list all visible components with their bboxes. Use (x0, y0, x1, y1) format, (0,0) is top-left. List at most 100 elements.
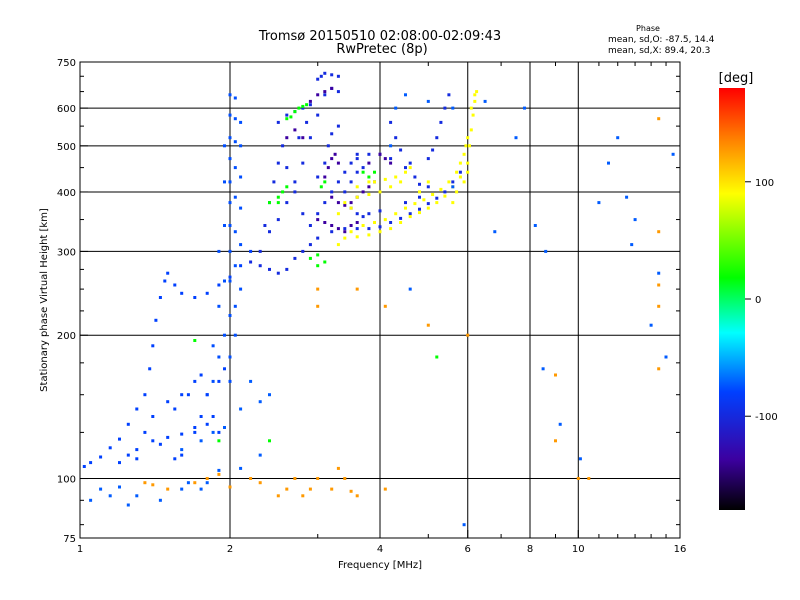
data-point (217, 468, 221, 472)
data-point (293, 477, 297, 480)
x-axis-label: Frequency [MHz] (338, 560, 422, 571)
data-point (148, 367, 152, 371)
data-point (151, 483, 155, 487)
data-point (657, 271, 661, 275)
data-point (301, 104, 305, 108)
data-point (173, 283, 177, 287)
data-point (330, 86, 334, 90)
data-point (451, 106, 455, 110)
data-point (378, 225, 382, 229)
data-point (349, 161, 353, 165)
data-point (228, 224, 232, 227)
data-point (233, 96, 237, 100)
data-point (383, 304, 387, 308)
data-point (217, 430, 221, 434)
y-tick-label: 300 (57, 247, 76, 258)
data-point (308, 487, 312, 491)
data-point (223, 279, 226, 283)
grid-lines (80, 62, 680, 538)
data-point (426, 99, 430, 103)
data-point (343, 236, 347, 240)
data-point (233, 140, 237, 144)
data-point (268, 230, 271, 234)
data-point (355, 227, 359, 231)
data-point (180, 393, 184, 397)
data-point (630, 243, 634, 247)
data-point (166, 435, 170, 439)
data-point (285, 136, 289, 140)
data-point (443, 190, 447, 194)
data-point (378, 230, 382, 234)
data-point (281, 144, 285, 148)
data-point (426, 202, 430, 206)
data-point (193, 379, 197, 383)
data-point (378, 209, 382, 213)
data-point (211, 430, 215, 434)
data-point (217, 472, 221, 476)
data-point (180, 448, 184, 452)
data-point (389, 144, 393, 148)
data-point (418, 182, 421, 186)
data-point (108, 494, 112, 498)
data-point (308, 136, 312, 140)
data-point (404, 93, 407, 97)
data-point (258, 249, 262, 253)
data-point (336, 90, 340, 94)
data-point (316, 113, 320, 117)
data-point (330, 224, 334, 227)
data-point (223, 180, 226, 184)
data-point (158, 442, 162, 446)
data-point (249, 249, 253, 253)
data-point (468, 144, 471, 148)
data-point (361, 170, 365, 174)
data-point (544, 249, 548, 253)
data-point (308, 256, 312, 260)
data-point (435, 201, 439, 205)
data-point (355, 212, 359, 216)
data-point (355, 170, 359, 174)
data-point (228, 355, 232, 359)
x-axis-ticks: 1 2 4 6 8 10 16 (77, 62, 686, 555)
data-point (186, 481, 190, 485)
data-point (305, 103, 309, 107)
data-point (272, 180, 276, 184)
data-point (223, 333, 226, 337)
data-point (657, 117, 661, 121)
data-point (389, 120, 393, 124)
data-point (349, 230, 353, 234)
data-point (135, 407, 139, 411)
data-point (576, 477, 580, 480)
data-point (373, 221, 376, 224)
x-tick-label: 10 (572, 544, 585, 555)
data-point (205, 477, 209, 480)
data-point (228, 379, 232, 383)
data-point (343, 170, 347, 174)
data-point (301, 106, 305, 110)
data-point (319, 185, 323, 189)
data-point (361, 166, 365, 170)
data-point (473, 93, 477, 97)
data-point (186, 393, 190, 397)
data-point (233, 166, 237, 170)
data-point (268, 439, 271, 443)
data-point (418, 207, 421, 211)
data-point (268, 201, 271, 205)
data-point (293, 190, 297, 194)
data-point (180, 453, 184, 457)
data-point (323, 93, 327, 97)
data-point (228, 249, 232, 253)
data-point (233, 117, 237, 121)
data-point (285, 267, 289, 271)
data-point (633, 218, 637, 222)
data-point (293, 256, 297, 260)
data-point (422, 198, 426, 202)
data-point (316, 236, 320, 240)
y-tick-label: 200 (57, 331, 76, 342)
data-point (394, 136, 398, 140)
data-point (223, 367, 226, 371)
data-point (378, 152, 382, 156)
data-point (330, 195, 334, 199)
data-point (349, 206, 353, 210)
data-point (671, 152, 675, 156)
data-point (199, 487, 203, 491)
